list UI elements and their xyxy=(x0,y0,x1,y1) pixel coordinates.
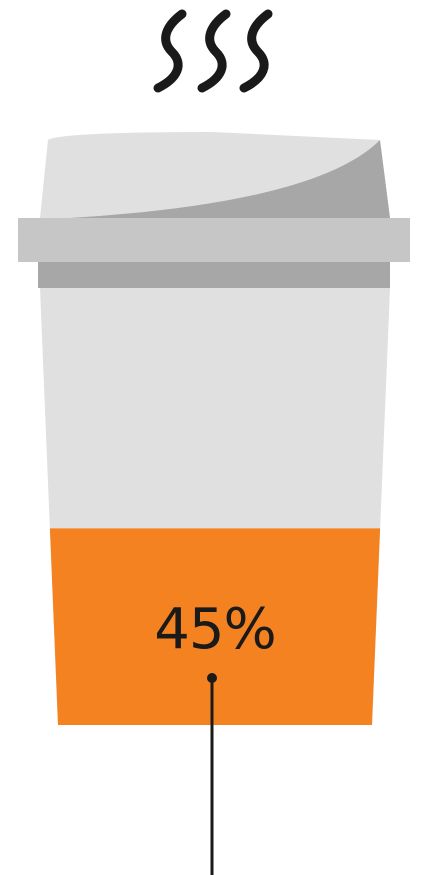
fill-percent-label: 45% xyxy=(154,597,275,662)
steam-wisp-right xyxy=(239,9,273,93)
cup-lid xyxy=(18,132,410,288)
lid-band xyxy=(38,262,390,288)
cup-fill-level xyxy=(49,528,381,725)
steam-wisp-middle xyxy=(197,9,231,93)
steam-icon xyxy=(153,9,273,93)
lid-dome-shadow xyxy=(70,140,390,218)
pointer-line xyxy=(207,673,217,875)
lid-rim xyxy=(18,218,410,262)
steam-wisp-left xyxy=(153,9,187,93)
pointer-dot xyxy=(207,673,217,683)
